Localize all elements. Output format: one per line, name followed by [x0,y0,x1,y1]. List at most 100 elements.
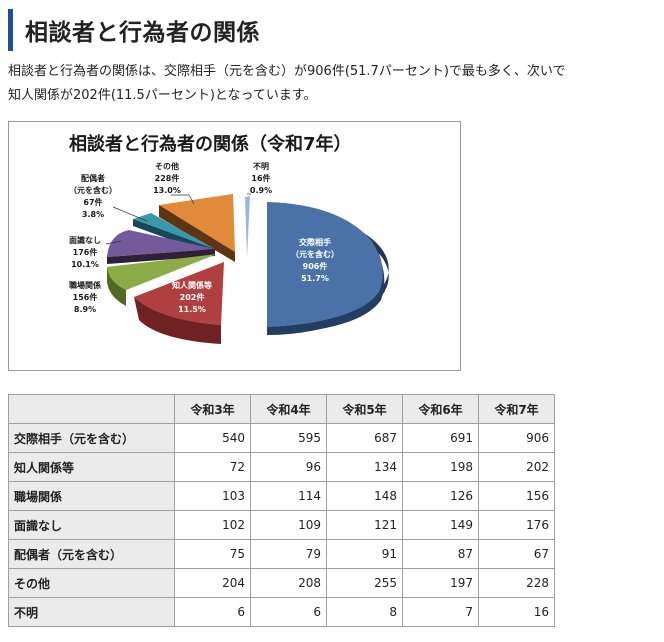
table-cell: 121 [326,510,403,540]
svg-text:156件: 156件 [73,292,98,302]
label-unknown: 不明 16件 0.9% [250,162,272,195]
label-acquaintance: 知人関係等 202件 11.5% [172,280,212,314]
table-cell: 595 [250,423,327,453]
table-cell: 208 [250,568,327,598]
table-corner [8,394,175,424]
slice-no-acquaintance [107,230,215,264]
svg-text:13.0%: 13.0% [153,186,181,195]
label-other: その他 228件 13.0% [153,161,181,195]
table-cell: 16 [478,597,555,627]
table-cell: 198 [402,452,479,482]
table-cell: 134 [326,452,403,482]
table-row: 知人関係等 72 96 134 198 202 [8,452,555,482]
section-heading: 相談者と行為者の関係 [8,9,260,51]
leader-lines [105,193,251,245]
label-workplace: 職場関係 156件 8.9% [69,280,101,314]
description-line-2: 知人関係が202件(11.5パーセント)となっています。 [8,88,317,103]
table-cell: 7 [402,597,479,627]
table-cell: 156 [478,481,555,511]
table-cell: 202 [478,452,555,482]
svg-text:知人関係等: 知人関係等 [172,280,212,290]
table-row: 面識なし 102 109 121 149 176 [8,510,555,540]
svg-text:交際相手: 交際相手 [299,237,331,247]
table-cell: 87 [402,539,479,569]
table-cell: 126 [402,481,479,511]
table-cell: 75 [174,539,251,569]
svg-text:職場関係: 職場関係 [69,280,101,290]
table-row: 不明 6 6 8 7 16 [8,597,555,627]
svg-text:906件: 906件 [303,261,328,271]
table-header-row: 令和3年 令和4年 令和5年 令和6年 令和7年 [8,394,555,424]
table-cell: 540 [174,423,251,453]
svg-text:配偶者: 配偶者 [81,173,105,183]
description-line-1: 相談者と行為者の関係は、交際相手（元を含む）が906件(51.7パーセント)で最… [8,64,566,79]
svg-text:その他: その他 [155,161,179,171]
table-cell: 103 [174,481,251,511]
table-cell: 228 [478,568,555,598]
svg-text:228件: 228件 [155,173,180,183]
table-cell: 91 [326,539,403,569]
table-cell: 102 [174,510,251,540]
slice-unknown [245,196,250,258]
svg-text:11.5%: 11.5% [178,305,206,314]
table-cell: 176 [478,510,555,540]
row-label: 職場関係 [8,481,175,511]
pie-chart: 相談者と行為者の関係（令和7年） [8,121,461,371]
svg-text:面識なし: 面識なし [69,235,101,245]
label-spouse: 配偶者 （元を含む） 67件 3.8% [69,173,117,219]
chart-title: 相談者と行為者の関係（令和7年） [69,133,352,155]
row-label: 配偶者（元を含む） [8,539,175,569]
description: 相談者と行為者の関係は、交際相手（元を含む）が906件(51.7パーセント)で最… [8,60,648,108]
table-row: 配偶者（元を含む） 75 79 91 87 67 [8,539,555,569]
table-row: その他 204 208 255 197 228 [8,568,555,598]
slice-workplace [107,254,217,306]
table-cell: 149 [402,510,479,540]
slice-partner [267,202,389,335]
svg-text:10.1%: 10.1% [71,260,99,269]
svg-text:（元を含む）: （元を含む） [69,185,117,195]
table-cell: 6 [174,597,251,627]
svg-text:67件: 67件 [83,197,102,207]
table-cell: 109 [250,510,327,540]
svg-text:（元を含む）: （元を含む） [291,249,339,259]
column-header: 令和6年 [402,394,479,424]
table-cell: 79 [250,539,327,569]
row-label: 面識なし [8,510,175,540]
svg-text:不明: 不明 [253,162,269,171]
table-cell: 691 [402,423,479,453]
row-label: 不明 [8,597,175,627]
table-cell: 6 [250,597,327,627]
svg-text:8.9%: 8.9% [74,305,96,314]
row-label: その他 [8,568,175,598]
svg-text:51.7%: 51.7% [301,274,329,283]
table-cell: 67 [478,539,555,569]
table-cell: 8 [326,597,403,627]
table-row: 職場関係 103 114 148 126 156 [8,481,555,511]
svg-text:202件: 202件 [180,292,205,302]
table-cell: 197 [402,568,479,598]
table-cell: 114 [250,481,327,511]
svg-text:3.8%: 3.8% [82,210,104,219]
label-no-acquaintance: 面識なし 176件 10.1% [69,235,101,269]
table-cell: 96 [250,452,327,482]
table-cell: 72 [174,452,251,482]
table-cell: 687 [326,423,403,453]
table-row: 交際相手（元を含む） 540 595 687 691 906 [8,423,555,453]
svg-text:0.9%: 0.9% [250,186,272,195]
relationship-table: 令和3年 令和4年 令和5年 令和6年 令和7年 交際相手（元を含む） 540 … [8,394,555,627]
row-label: 交際相手（元を含む） [8,423,175,453]
svg-text:16件: 16件 [251,173,270,183]
table-cell: 255 [326,568,403,598]
slice-other [159,194,235,262]
table-cell: 906 [478,423,555,453]
table-cell: 148 [326,481,403,511]
page-title: 相談者と行為者の関係 [25,20,260,46]
row-label: 知人関係等 [8,452,175,482]
label-partner: 交際相手 （元を含む） 906件 51.7% [291,237,339,283]
column-header: 令和4年 [250,394,327,424]
column-header: 令和7年 [478,394,555,424]
column-header: 令和3年 [174,394,251,424]
svg-text:176件: 176件 [73,247,98,257]
slice-acquaintance [134,262,224,344]
table-cell: 204 [174,568,251,598]
